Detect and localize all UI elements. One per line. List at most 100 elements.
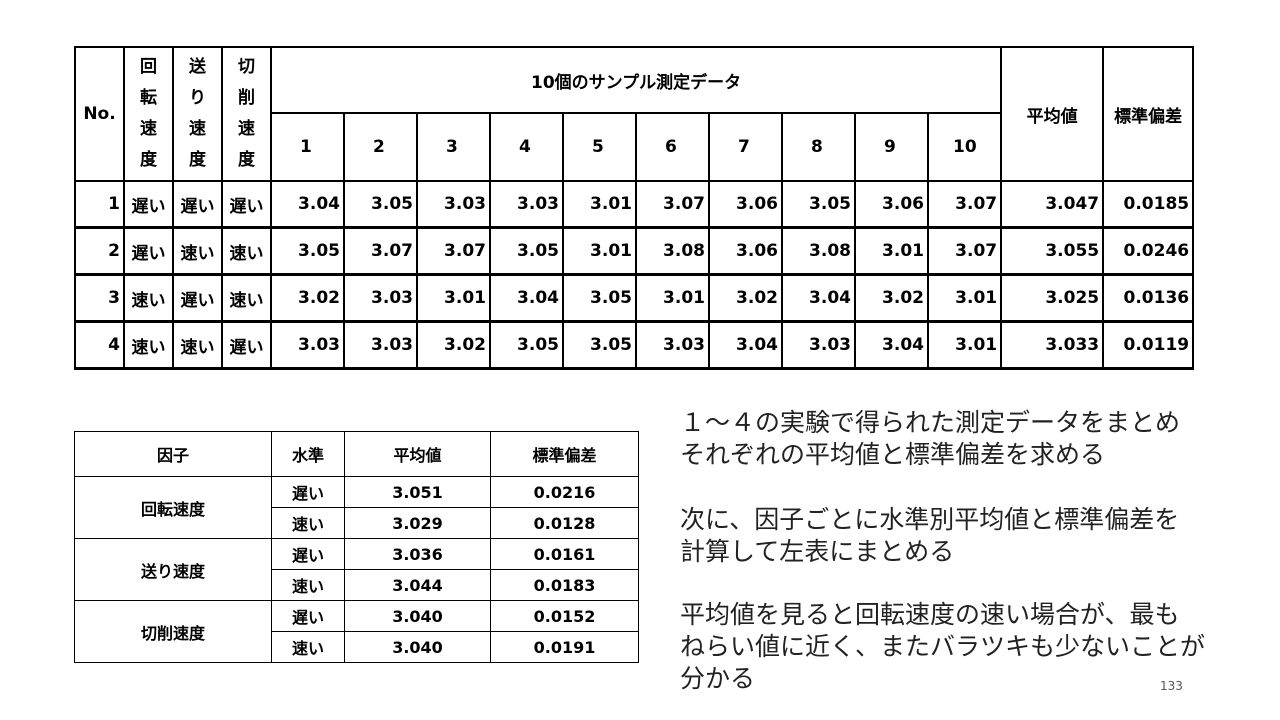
summary-std: 0.0191 xyxy=(490,631,639,663)
header-sample-1: 1 xyxy=(270,112,345,182)
sample-value: 3.04 xyxy=(854,320,929,370)
measurement-data-table: No. 回転速度 送り速度 切削速度 10個のサンプル測定データ 平均値 標準偏… xyxy=(74,46,1195,370)
sample-value: 3.01 xyxy=(562,226,637,276)
sample-value: 3.05 xyxy=(489,226,564,276)
summary-std: 0.0128 xyxy=(490,507,639,539)
sample-value: 3.03 xyxy=(635,320,710,370)
sample-value: 3.08 xyxy=(635,226,710,276)
sample-value: 3.07 xyxy=(343,226,418,276)
summary-header-mean: 平均値 xyxy=(344,431,491,477)
rotation-level: 遅い xyxy=(123,226,174,276)
summary-header-factor: 因子 xyxy=(74,431,272,477)
header-sample-3: 3 xyxy=(416,112,491,182)
sample-value: 3.02 xyxy=(854,273,929,323)
table-row: 1 遅い 遅い 遅い 3.04 3.05 3.03 3.03 3.01 3.07 3.06 3.05 3… xyxy=(74,180,1195,229)
sample-value: 3.03 xyxy=(781,320,856,370)
std-value: 0.0246 xyxy=(1102,226,1195,276)
row-number: 2 xyxy=(74,226,125,276)
summary-row: 送り速度 遅い 3.036 0.0161 xyxy=(74,538,639,601)
feed-level: 遅い xyxy=(172,180,223,229)
summary-std: 0.0216 xyxy=(490,476,639,508)
std-value: 0.0185 xyxy=(1102,180,1195,229)
header-sample-9: 9 xyxy=(854,112,929,182)
note-line: 次に、因子ごとに水準別平均値と標準偏差を xyxy=(680,505,1180,534)
table-row: 2 遅い 速い 速い 3.05 3.07 3.07 3.05 3.01 3.08 3.06 3.08 3… xyxy=(74,226,1195,276)
sample-value: 3.06 xyxy=(708,180,783,229)
note-paragraph-3: 平均値を見ると回転速度の速い場合が、最も ねらい値に近く、またバラツキも少ないこ… xyxy=(680,599,1205,695)
note-line: １～４の実験で得られた測定データをまとめ xyxy=(680,408,1181,437)
cutting-level: 遅い xyxy=(221,180,272,229)
sample-value: 3.02 xyxy=(416,320,491,370)
summary-level: 速い xyxy=(271,569,345,601)
mean-value: 3.055 xyxy=(1000,226,1105,276)
table-row: 3 速い 遅い 速い 3.02 3.03 3.01 3.04 3.05 3.01 3.02 3.04 3… xyxy=(74,273,1195,323)
header-sample-group: 10個のサンプル測定データ xyxy=(269,46,1003,114)
summary-mean: 3.040 xyxy=(344,600,491,632)
summary-std: 0.0183 xyxy=(490,569,639,601)
note-paragraph-2: 次に、因子ごとに水準別平均値と標準偏差を 計算して左表にまとめる xyxy=(680,504,1179,568)
sample-value: 3.05 xyxy=(562,273,637,323)
summary-mean: 3.029 xyxy=(344,507,491,539)
sample-value: 3.01 xyxy=(926,320,1003,370)
sample-value: 3.03 xyxy=(270,320,345,370)
header-feed-speed: 送り速度 xyxy=(172,46,223,182)
summary-std: 0.0161 xyxy=(490,538,639,570)
header-sample-5: 5 xyxy=(562,112,637,182)
summary-header-std: 標準偏差 xyxy=(490,431,639,477)
note-paragraph-1: １～４の実験で得られた測定データをまとめ それぞれの平均値と標準偏差を求める xyxy=(680,407,1180,471)
sample-value: 3.05 xyxy=(343,180,418,229)
header-sample-4: 4 xyxy=(489,112,564,182)
mean-value: 3.025 xyxy=(1000,273,1105,323)
feed-level: 遅い xyxy=(172,273,223,323)
sample-value: 3.03 xyxy=(343,320,418,370)
sample-value: 3.02 xyxy=(708,273,783,323)
header-no: No. xyxy=(74,46,125,182)
summary-row: 回転速度 遅い 3.051 0.0216 xyxy=(74,476,639,539)
summary-row: 速い 3.029 0.0128 xyxy=(75,507,639,539)
page-number: 133 xyxy=(1160,679,1183,693)
header-sample-7: 7 xyxy=(708,112,783,182)
rotation-level: 遅い xyxy=(123,180,174,229)
feed-level: 速い xyxy=(172,226,223,276)
summary-level: 遅い xyxy=(271,476,345,508)
summary-level: 速い xyxy=(271,631,345,663)
note-line: ねらい値に近く、またバラツキも少ないことが xyxy=(680,632,1206,661)
header-rotation-speed: 回転速度 xyxy=(123,46,174,182)
sample-value: 3.08 xyxy=(781,226,856,276)
sample-value: 3.04 xyxy=(781,273,856,323)
sample-value: 3.07 xyxy=(926,180,1003,229)
factor-name: 回転速度 xyxy=(74,476,272,539)
factor-summary-table: 因子 水準 平均値 標準偏差 回転速度 遅い 3.051 0.0216 速い 3.029 0… xyxy=(74,431,639,663)
std-value: 0.0119 xyxy=(1102,320,1195,370)
table-row: 4 速い 速い 遅い 3.03 3.03 3.02 3.05 3.05 3.03 3.04 3.03 3… xyxy=(74,320,1195,370)
sample-value: 3.07 xyxy=(416,226,491,276)
sample-value: 3.07 xyxy=(635,180,710,229)
header-std: 標準偏差 xyxy=(1102,46,1195,182)
summary-level: 遅い xyxy=(271,538,345,570)
sample-value: 3.04 xyxy=(270,180,345,229)
header-sample-2: 2 xyxy=(343,112,418,182)
row-number: 3 xyxy=(74,273,125,323)
sample-value: 3.04 xyxy=(708,320,783,370)
summary-mean: 3.040 xyxy=(344,631,491,663)
header-cutting-speed: 切削速度 xyxy=(221,46,272,182)
factor-name: 切削速度 xyxy=(74,600,272,663)
header-mean: 平均値 xyxy=(1000,46,1105,182)
note-line: それぞれの平均値と標準偏差を求める xyxy=(680,440,1106,469)
sample-value: 3.01 xyxy=(416,273,491,323)
factor-name: 送り速度 xyxy=(74,538,272,601)
cutting-level: 速い xyxy=(221,273,272,323)
sample-value: 3.03 xyxy=(343,273,418,323)
summary-mean: 3.051 xyxy=(344,476,491,508)
cutting-level: 遅い xyxy=(221,320,272,370)
summary-level: 速い xyxy=(271,507,345,539)
note-line: 平均値を見ると回転速度の速い場合が、最も xyxy=(680,600,1180,629)
summary-mean: 3.036 xyxy=(344,538,491,570)
std-value: 0.0136 xyxy=(1102,273,1195,323)
header-sample-8: 8 xyxy=(781,112,856,182)
note-line: 計算して左表にまとめる xyxy=(680,537,955,566)
summary-row: 速い 3.040 0.0191 xyxy=(75,631,639,663)
header-sample-6: 6 xyxy=(635,112,710,182)
sample-value: 3.06 xyxy=(854,180,929,229)
summary-row: 切削速度 遅い 3.040 0.0152 xyxy=(74,600,639,663)
